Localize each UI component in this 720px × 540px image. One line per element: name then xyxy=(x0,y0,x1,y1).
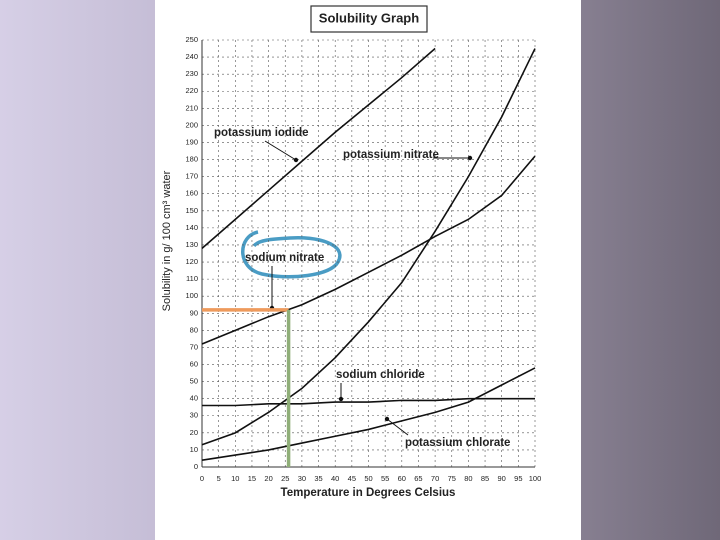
curve xyxy=(202,397,535,407)
curve xyxy=(201,47,436,249)
x-tick-label: 15 xyxy=(248,474,256,483)
x-tick-label: 35 xyxy=(314,474,322,483)
y-tick-label: 200 xyxy=(185,120,198,129)
x-tick-label: 75 xyxy=(448,474,456,483)
x-tick-label: 60 xyxy=(398,474,406,483)
arrow-head xyxy=(384,416,390,422)
curve xyxy=(201,155,536,345)
curve xyxy=(201,48,536,446)
y-tick-label: 120 xyxy=(185,257,198,266)
y-tick-label: 100 xyxy=(185,291,198,300)
x-tick-label: 55 xyxy=(381,474,389,483)
y-tick-label: 10 xyxy=(190,445,198,454)
x-tick-label: 95 xyxy=(514,474,522,483)
x-tick-label: 0 xyxy=(200,474,204,483)
x-tick-label: 70 xyxy=(431,474,439,483)
y-tick-label: 180 xyxy=(185,155,198,164)
x-tick-label: 80 xyxy=(464,474,472,483)
y-tick-label: 80 xyxy=(190,325,198,334)
arrow-head xyxy=(467,155,473,161)
curve xyxy=(201,367,536,461)
curve-label: potassium iodide xyxy=(214,127,309,139)
curve-label: sodium chloride xyxy=(336,369,425,381)
x-tick-label: 65 xyxy=(414,474,422,483)
y-tick-label: 70 xyxy=(190,342,198,351)
x-axis-label: Temperature in Degrees Celsius xyxy=(281,487,456,499)
y-tick-label: 150 xyxy=(185,206,198,215)
curve-label: potassium chlorate xyxy=(405,437,510,449)
y-tick-label: 60 xyxy=(190,360,198,369)
y-tick-label: 90 xyxy=(190,308,198,317)
x-tick-label: 100 xyxy=(529,474,542,483)
y-tick-label: 220 xyxy=(185,86,198,95)
y-tick-label: 230 xyxy=(185,69,198,78)
y-tick-label: 140 xyxy=(185,223,198,232)
y-tick-label: 110 xyxy=(186,274,198,283)
y-tick-label: 160 xyxy=(185,189,198,198)
curve-label: sodium nitrate xyxy=(245,252,324,264)
arrow-head xyxy=(293,157,299,163)
y-tick-label: 130 xyxy=(185,240,198,249)
x-tick-label: 30 xyxy=(298,474,306,483)
x-tick-label: 25 xyxy=(281,474,289,483)
y-tick-label: 250 xyxy=(185,35,198,44)
x-tick-label: 40 xyxy=(331,474,339,483)
y-tick-label: 30 xyxy=(190,411,198,420)
y-tick-label: 40 xyxy=(190,394,198,403)
x-tick-label: 85 xyxy=(481,474,489,483)
y-tick-label: 210 xyxy=(185,103,198,112)
y-tick-label: 240 xyxy=(185,52,198,61)
x-tick-label: 20 xyxy=(264,474,272,483)
x-tick-label: 90 xyxy=(498,474,506,483)
arrow-head xyxy=(338,396,344,402)
y-axis-label: Solubility in g/ 100 cm³ water xyxy=(161,170,173,311)
label-arrow xyxy=(386,418,409,436)
chart-title: Solubility Graph xyxy=(319,10,419,25)
y-tick-label: 0 xyxy=(194,462,198,471)
x-tick-label: 5 xyxy=(217,474,221,483)
y-tick-label: 20 xyxy=(190,428,198,437)
curve-label: potassium nitrate xyxy=(343,149,439,161)
y-tick-label: 50 xyxy=(190,377,198,386)
x-tick-label: 10 xyxy=(231,474,239,483)
y-tick-label: 170 xyxy=(185,172,198,181)
label-arrow xyxy=(264,140,297,161)
y-tick-label: 190 xyxy=(185,137,198,146)
x-tick-label: 45 xyxy=(348,474,356,483)
title-box xyxy=(310,5,428,33)
x-tick-label: 50 xyxy=(364,474,372,483)
